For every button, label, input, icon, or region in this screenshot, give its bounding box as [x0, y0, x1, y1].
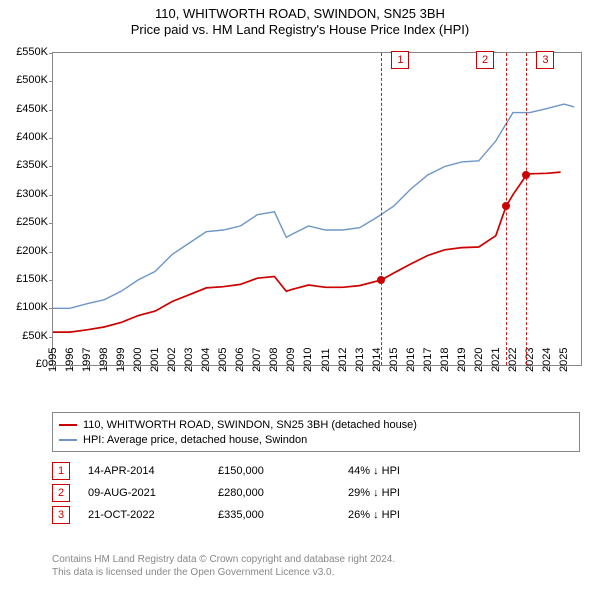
sale-marker-badge: 1: [391, 51, 409, 69]
x-tick-label: 2019: [456, 348, 468, 372]
sale-point: [522, 171, 530, 179]
legend-swatch: [59, 439, 77, 441]
y-tick-label: £550K: [16, 46, 48, 58]
x-tick-label: 2012: [337, 348, 349, 372]
y-tick-label: £350K: [16, 159, 48, 171]
x-tick-label: 1997: [81, 348, 93, 372]
x-tick-label: 2005: [217, 348, 229, 372]
x-tick-label: 2002: [166, 348, 178, 372]
table-cell-date: 14-APR-2014: [88, 465, 218, 477]
attribution-text: Contains HM Land Registry data © Crown c…: [52, 554, 395, 579]
series-hpi: [53, 104, 574, 308]
sale-marker-line: [526, 53, 527, 365]
sales-table: 1 14-APR-2014£150,00044% ↓ HPI 2 09-AUG-202…: [52, 460, 478, 526]
attribution-line-1: Contains HM Land Registry data © Crown c…: [52, 554, 395, 567]
sale-marker-line: [381, 53, 382, 365]
y-tick-label: £500K: [16, 74, 48, 86]
x-tick-label: 2010: [302, 348, 314, 372]
y-tick-label: £450K: [16, 103, 48, 115]
table-row: 3 21-OCT-2022£335,00026% ↓ HPI: [52, 504, 478, 526]
sale-marker-badge: 2: [476, 51, 494, 69]
table-badge: 3: [52, 506, 70, 524]
x-tick-label: 2000: [132, 348, 144, 372]
x-tick-label: 2007: [251, 348, 263, 372]
y-tick-label: £200K: [16, 245, 48, 257]
sale-marker-badge: 3: [536, 51, 554, 69]
table-cell-delta: 26% ↓ HPI: [348, 509, 478, 521]
legend-row: 110, WHITWORTH ROAD, SWINDON, SN25 3BH (…: [59, 417, 573, 432]
chart-lines-svg: [53, 53, 581, 365]
x-tick-label: 2015: [388, 348, 400, 372]
y-tick-label: £50K: [22, 330, 48, 342]
x-tick-label: 2004: [200, 348, 212, 372]
chart-plot-area: 1995199619971998199920002001200220032004…: [52, 52, 582, 366]
x-tick-label: 2013: [354, 348, 366, 372]
x-tick-label: 2001: [149, 348, 161, 372]
x-tick-label: 2021: [490, 348, 502, 372]
y-tick-label: £0: [36, 358, 48, 370]
y-tick-label: £250K: [16, 216, 48, 228]
table-cell-price: £150,000: [218, 465, 348, 477]
table-row: 2 09-AUG-2021£280,00029% ↓ HPI: [52, 482, 478, 504]
attribution-line-2: This data is licensed under the Open Gov…: [52, 567, 395, 580]
table-cell-price: £280,000: [218, 487, 348, 499]
y-tick-label: £150K: [16, 273, 48, 285]
table-row: 1 14-APR-2014£150,00044% ↓ HPI: [52, 460, 478, 482]
x-tick-label: 2025: [558, 348, 570, 372]
legend-box: 110, WHITWORTH ROAD, SWINDON, SN25 3BH (…: [52, 412, 580, 452]
series-price: [53, 172, 561, 332]
x-tick-label: 2018: [439, 348, 451, 372]
table-cell-delta: 44% ↓ HPI: [348, 465, 478, 477]
y-tick-label: £100K: [16, 301, 48, 313]
x-tick-label: 2022: [507, 348, 519, 372]
legend-label: 110, WHITWORTH ROAD, SWINDON, SN25 3BH (…: [83, 419, 417, 431]
x-tick-label: 2016: [405, 348, 417, 372]
x-tick-label: 1996: [64, 348, 76, 372]
y-axis-labels: £0£50K£100K£150K£200K£250K£300K£350K£400…: [0, 52, 52, 364]
table-badge: 1: [52, 462, 70, 480]
x-tick-label: 1999: [115, 348, 127, 372]
table-cell-delta: 29% ↓ HPI: [348, 487, 478, 499]
table-badge: 2: [52, 484, 70, 502]
legend-swatch: [59, 424, 77, 426]
x-tick-label: 2006: [234, 348, 246, 372]
table-cell-date: 21-OCT-2022: [88, 509, 218, 521]
x-tick-label: 2008: [268, 348, 280, 372]
legend-row: HPI: Average price, detached house, Swin…: [59, 432, 573, 447]
x-tick-label: 2011: [320, 348, 332, 372]
sale-point: [377, 276, 385, 284]
x-tick-label: 2009: [285, 348, 297, 372]
chart-subtitle: Price paid vs. HM Land Registry's House …: [0, 22, 600, 37]
chart-title: 110, WHITWORTH ROAD, SWINDON, SN25 3BH: [0, 6, 600, 21]
x-tick-label: 1998: [98, 348, 110, 372]
x-tick-label: 2017: [422, 348, 434, 372]
y-tick-label: £300K: [16, 188, 48, 200]
y-tick-label: £400K: [16, 131, 48, 143]
x-tick-label: 2024: [541, 348, 553, 372]
sale-point: [502, 202, 510, 210]
legend-label: HPI: Average price, detached house, Swin…: [83, 434, 307, 446]
table-cell-price: £335,000: [218, 509, 348, 521]
x-tick-label: 2020: [473, 348, 485, 372]
x-tick-label: 2003: [183, 348, 195, 372]
table-cell-date: 09-AUG-2021: [88, 487, 218, 499]
